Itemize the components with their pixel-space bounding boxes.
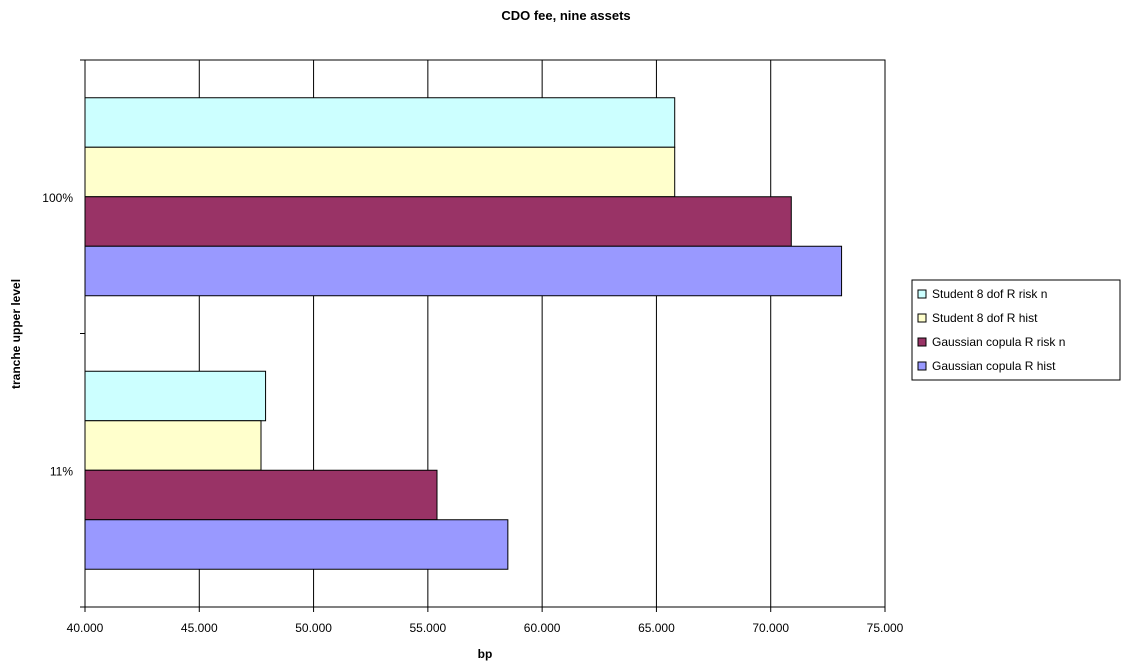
x-tick-label: 40.000 — [67, 621, 104, 635]
bar — [84, 469, 438, 521]
legend-swatch — [917, 337, 927, 347]
x-tick-label: 60.000 — [524, 621, 561, 635]
legend-label: Gaussian copula R hist — [932, 359, 1056, 373]
bar — [84, 245, 843, 297]
legend-swatch — [917, 289, 927, 299]
legend-label: Gaussian copula R risk n — [932, 335, 1065, 349]
x-axis-label: bp — [478, 647, 493, 661]
legend-swatch — [917, 361, 927, 371]
bar — [84, 196, 792, 247]
x-tick-label: 50.000 — [295, 621, 332, 635]
legend-swatch — [917, 313, 927, 323]
x-tick-label: 45.000 — [181, 621, 218, 635]
x-axis-ticks: 40.000 45.000 50.000 55.000 60.000 65.000 70.0… — [67, 607, 904, 635]
x-tick-label: 70.000 — [752, 621, 789, 635]
y-tick-label: 100% — [42, 191, 73, 205]
x-tick-label: 55.000 — [410, 621, 447, 635]
bars — [84, 97, 843, 570]
y-axis-label: tranche upper level — [9, 279, 23, 389]
legend-box — [911, 279, 1121, 381]
x-tick-label: 65.000 — [638, 621, 675, 635]
legend-label: Student 8 dof R hist — [932, 311, 1038, 325]
y-axis-ticks: 100% 11% — [42, 59, 85, 608]
bar — [84, 370, 267, 422]
legend: Student 8 dof R risk n Student 8 dof R hi… — [911, 279, 1121, 381]
x-tick-label: 75.000 — [867, 621, 904, 635]
y-tick-label: 11% — [50, 464, 73, 478]
bar — [84, 97, 676, 148]
bar — [84, 519, 509, 570]
chart-title: CDO fee, nine assets — [501, 8, 630, 23]
bar — [84, 146, 676, 198]
legend-label: Student 8 dof R risk n — [932, 287, 1047, 301]
bar — [84, 420, 262, 471]
